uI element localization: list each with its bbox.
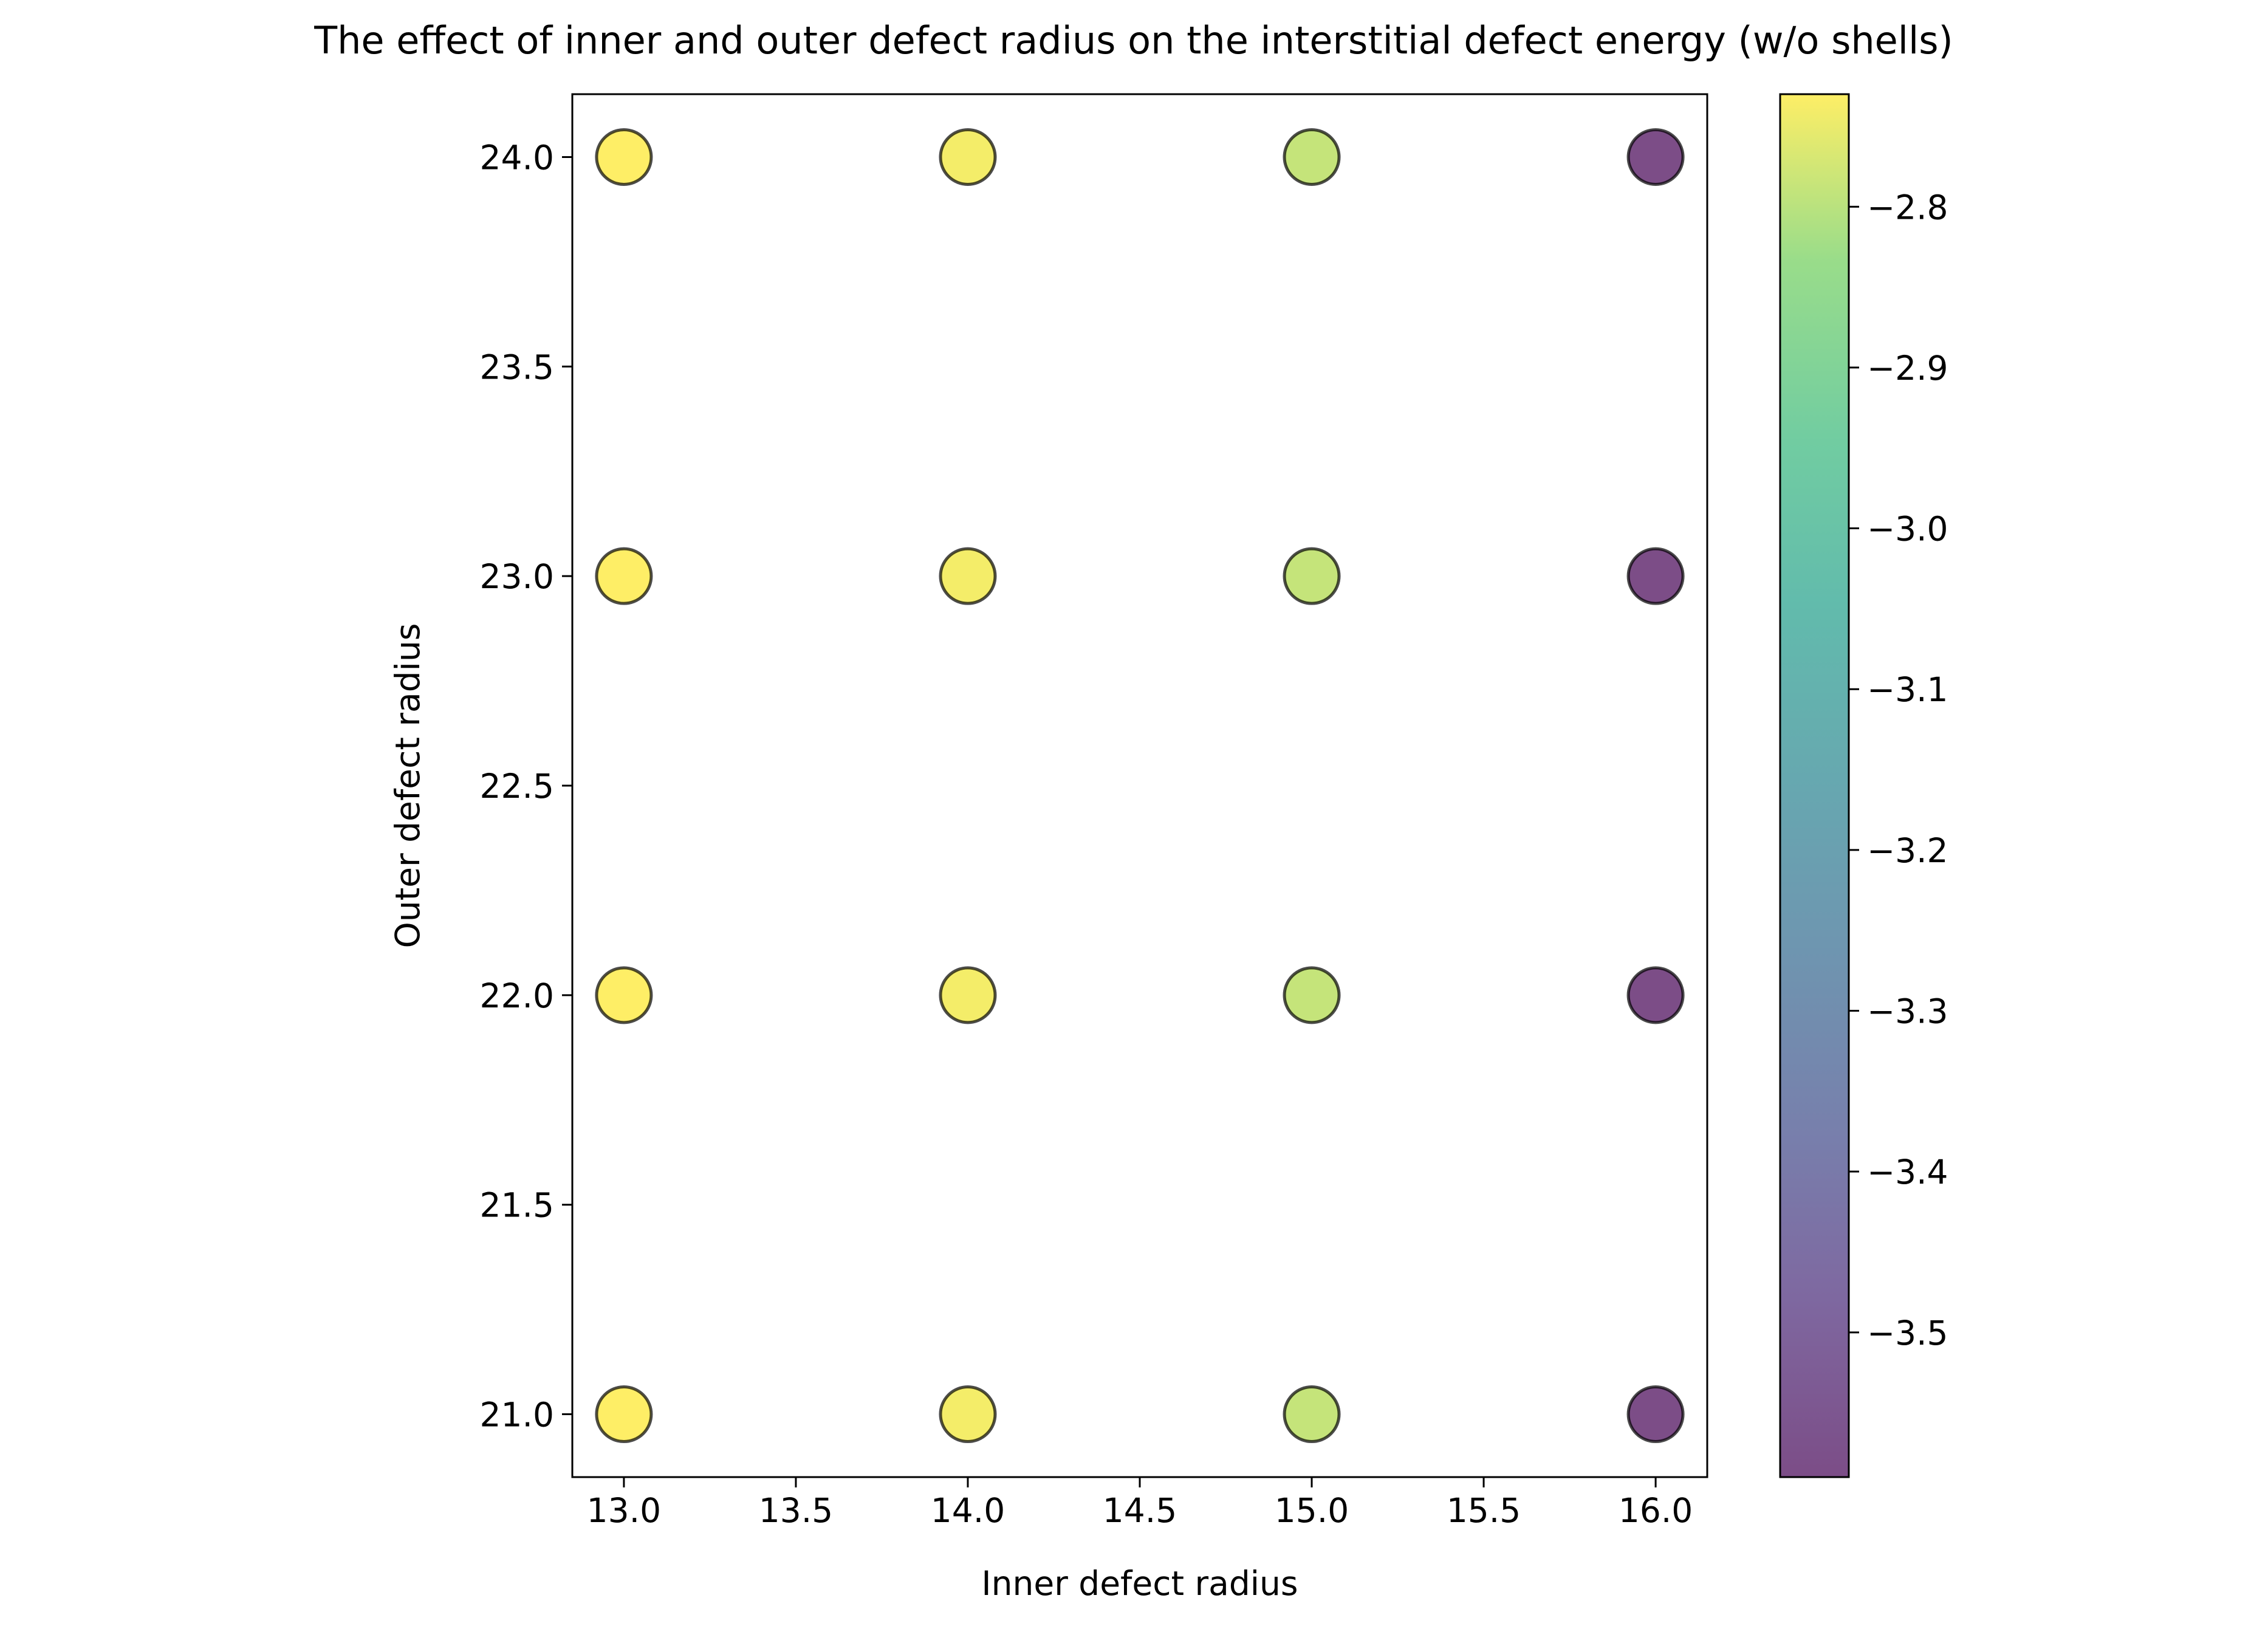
y-axis: 21.0 21.5 22.0 22.5 23.0 23.5 24.0 xyxy=(480,138,572,1435)
colorbar-tick-label: −3.3 xyxy=(1867,992,1948,1031)
scatter-point xyxy=(939,128,997,186)
scatter-point xyxy=(939,966,997,1024)
scatter-point xyxy=(595,1385,653,1444)
scatter-point xyxy=(1283,966,1341,1024)
colorbar-tick-label: −3.1 xyxy=(1867,670,1948,709)
scatter-point xyxy=(1626,1385,1685,1444)
colorbar-tick-label: −3.4 xyxy=(1867,1153,1948,1192)
x-tick-label: 15.5 xyxy=(1447,1491,1521,1530)
y-tick-label: 21.0 xyxy=(480,1396,554,1435)
y-tick-label: 23.0 xyxy=(480,557,554,596)
scatter-point xyxy=(595,128,653,186)
scatter-point xyxy=(1626,128,1685,186)
scatter-point xyxy=(939,1385,997,1444)
x-tick-label: 14.5 xyxy=(1103,1491,1177,1530)
scatter-point xyxy=(1626,966,1685,1024)
chart-title: The effect of inner and outer defect rad… xyxy=(313,18,1953,63)
colorbar-gradient xyxy=(1780,94,1849,1477)
scatter-point xyxy=(1283,1385,1341,1444)
colorbar-axis: −3.5 −3.4 −3.3 −3.2 −3.1 −3.0 −2.9 −2.8 xyxy=(1849,188,1948,1353)
y-tick-label: 22.5 xyxy=(480,767,554,806)
plot-area xyxy=(571,93,1708,1478)
scatter-point xyxy=(939,547,997,605)
colorbar-tick-label: −2.9 xyxy=(1867,349,1948,388)
colorbar-tick-label: −3.5 xyxy=(1867,1314,1948,1353)
x-tick-label: 13.5 xyxy=(759,1491,833,1530)
y-tick-label: 24.0 xyxy=(480,138,554,177)
colorbar: −3.5 −3.4 −3.3 −3.2 −3.1 −3.0 −2.9 −2.8 xyxy=(1779,93,1948,1478)
y-axis-label: Outer defect radius xyxy=(388,623,427,948)
x-tick-label: 15.0 xyxy=(1275,1491,1349,1530)
y-tick-label: 21.5 xyxy=(480,1186,554,1225)
colorbar-tick-label: −3.2 xyxy=(1867,831,1948,870)
x-axis-label: Inner defect radius xyxy=(981,1564,1298,1603)
colorbar-tick-label: −2.8 xyxy=(1867,188,1948,227)
scatter-point xyxy=(595,966,653,1024)
y-tick-label: 23.5 xyxy=(480,348,554,386)
scatter-point xyxy=(595,547,653,605)
x-axis: 13.0 13.5 14.0 14.5 15.0 15.5 16.0 xyxy=(587,1477,1693,1530)
scatter-point xyxy=(1626,547,1685,605)
y-tick-label: 22.0 xyxy=(480,976,554,1015)
x-tick-label: 14.0 xyxy=(931,1491,1005,1530)
colorbar-frame xyxy=(1779,93,1850,1478)
scatter-point xyxy=(1283,128,1341,186)
x-tick-label: 13.0 xyxy=(587,1491,661,1530)
colorbar-tick-label: −3.0 xyxy=(1867,510,1948,549)
plot-frame xyxy=(571,93,1708,1478)
data-points xyxy=(595,128,1685,1444)
x-tick-label: 16.0 xyxy=(1619,1491,1693,1530)
scatter-point xyxy=(1283,547,1341,605)
